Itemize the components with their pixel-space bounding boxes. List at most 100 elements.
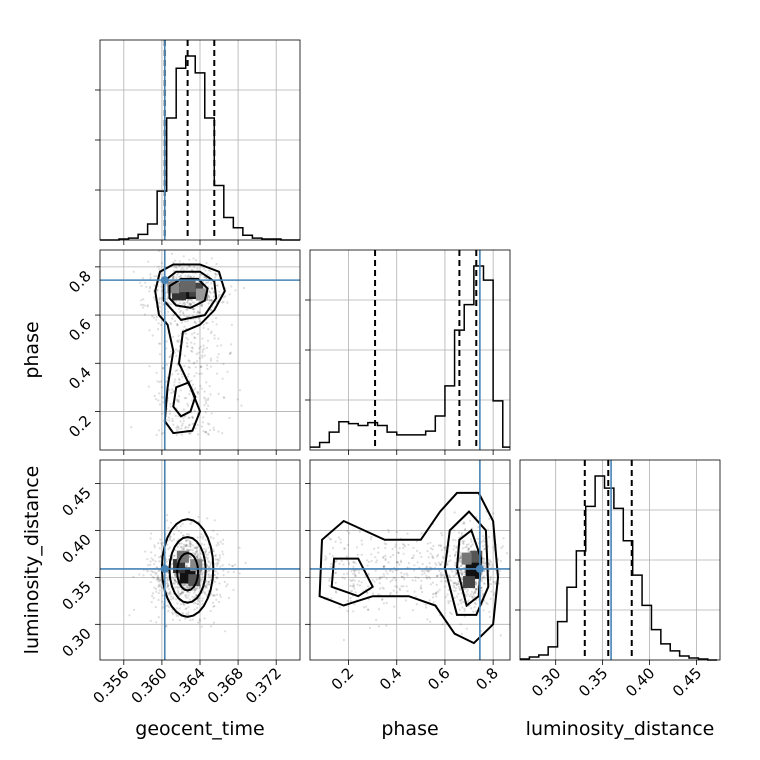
scatter-point <box>188 541 191 545</box>
scatter-point <box>173 572 177 576</box>
scatter-point <box>175 266 178 269</box>
scatter-point <box>351 578 354 581</box>
scatter-point <box>180 542 183 545</box>
scatter-point <box>360 581 363 584</box>
scatter-point <box>186 596 189 599</box>
scatter-point <box>206 273 209 276</box>
scatter-point <box>399 588 402 592</box>
scatter-point <box>132 270 135 273</box>
y-tick-label: 0.8 <box>65 267 95 297</box>
scatter-point <box>203 547 206 550</box>
scatter-point <box>488 615 491 619</box>
scatter-point <box>401 543 405 546</box>
scatter-point <box>352 584 355 587</box>
scatter-point <box>475 588 478 591</box>
scatter-point <box>459 599 462 602</box>
scatter-point <box>198 571 201 575</box>
scatter-point <box>179 275 182 278</box>
scatter-point <box>481 545 484 548</box>
scatter-point <box>161 412 164 415</box>
scatter-point <box>177 395 180 398</box>
scatter-point <box>482 582 485 585</box>
scatter-point <box>420 569 423 573</box>
scatter-point <box>374 569 377 573</box>
scatter-point <box>183 604 186 607</box>
scatter-point <box>215 323 218 326</box>
scatter-point <box>196 557 199 560</box>
scatter-point <box>387 561 390 564</box>
scatter-point <box>413 564 416 567</box>
scatter-point <box>181 548 184 551</box>
scatter-point <box>449 559 452 562</box>
scatter-point <box>187 416 190 419</box>
scatter-point <box>153 563 156 566</box>
scatter-point <box>178 594 181 598</box>
scatter-point <box>183 303 187 307</box>
scatter-point <box>452 589 455 592</box>
scatter-point <box>213 295 216 298</box>
scatter-point <box>197 433 200 436</box>
scatter-point <box>229 352 232 355</box>
scatter-point <box>199 619 202 622</box>
scatter-point <box>158 403 161 406</box>
scatter-point <box>189 548 192 551</box>
scatter-point <box>187 265 191 268</box>
scatter-point <box>439 545 443 548</box>
scatter-point <box>159 578 162 581</box>
scatter-point <box>474 590 477 593</box>
scatter-point <box>349 584 352 587</box>
scatter-point <box>216 284 219 287</box>
scatter-point <box>145 285 148 288</box>
scatter-point <box>465 590 468 593</box>
scatter-point <box>457 531 461 534</box>
contour-line <box>330 557 375 598</box>
scatter-point <box>440 571 443 574</box>
scatter-point <box>147 260 150 263</box>
scatter-point <box>440 575 443 578</box>
scatter-point <box>461 572 464 575</box>
contour-line <box>168 535 207 604</box>
scatter-point <box>202 559 205 562</box>
scatter-point <box>203 347 206 350</box>
scatter-point <box>477 525 480 529</box>
scatter-point <box>454 553 457 556</box>
scatter-point <box>207 573 210 576</box>
scatter-point <box>445 580 448 583</box>
scatter-point <box>185 336 188 339</box>
scatter-point <box>177 586 180 589</box>
scatter-point <box>189 299 193 302</box>
scatter-point <box>193 375 196 378</box>
scatter-point <box>185 267 189 270</box>
scatter-point <box>350 579 353 583</box>
scatter-point <box>352 583 355 586</box>
scatter-point <box>190 341 193 344</box>
scatter-point <box>201 577 204 580</box>
scatter-point <box>482 539 485 542</box>
scatter-point <box>215 262 218 266</box>
scatter-point <box>353 569 356 572</box>
panel-frame <box>309 459 511 661</box>
scatter-point <box>173 269 176 273</box>
scatter-point <box>183 354 186 357</box>
scatter-point <box>463 570 467 574</box>
scatter-point <box>195 545 199 548</box>
scatter-point <box>387 530 390 534</box>
scatter-point <box>463 540 466 543</box>
scatter-point <box>179 420 182 423</box>
scatter-point <box>415 540 419 543</box>
scatter-point <box>419 586 422 589</box>
scatter-point <box>370 553 373 556</box>
scatter-point <box>206 564 209 567</box>
scatter-point <box>185 565 188 568</box>
scatter-point <box>205 381 208 384</box>
scatter-point <box>324 555 327 558</box>
scatter-point <box>469 519 472 523</box>
scatter-point <box>398 587 401 590</box>
scatter-point <box>388 570 392 573</box>
scatter-point <box>174 573 177 577</box>
scatter-point <box>138 281 142 284</box>
scatter-point <box>456 583 459 586</box>
scatter-point <box>169 590 172 593</box>
scatter-point <box>466 593 469 596</box>
contour-line <box>154 263 226 435</box>
